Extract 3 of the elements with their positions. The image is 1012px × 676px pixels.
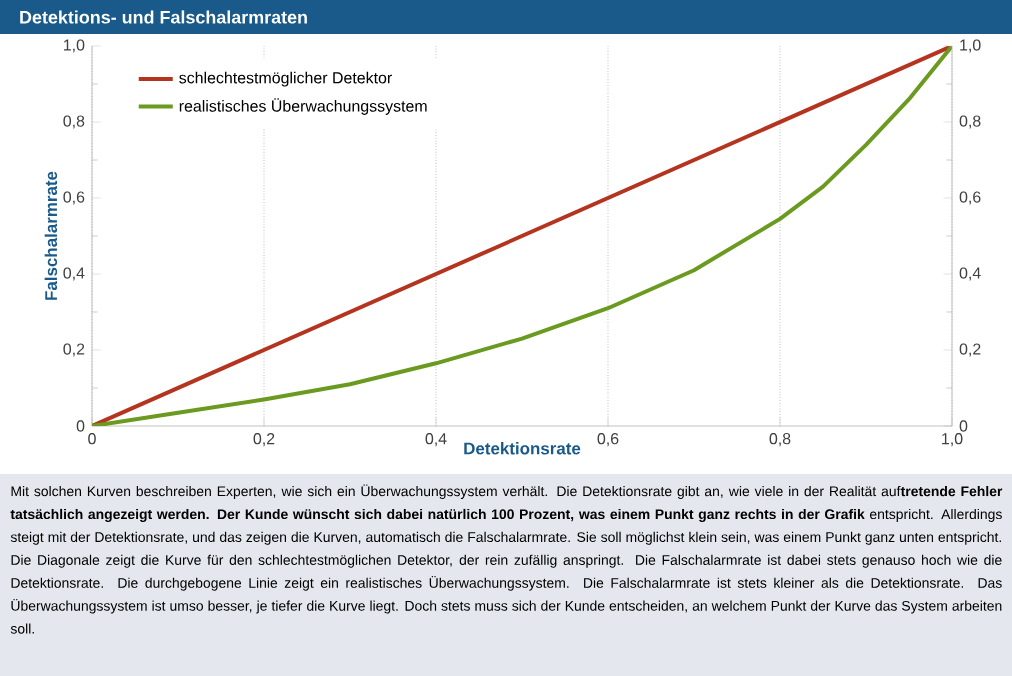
y-axis-title: Falschalarmrate (44, 171, 58, 300)
x-axis-title: Detektionsrate (464, 442, 581, 455)
chart-title: Detektions- und Falschalarmraten (20, 10, 307, 24)
